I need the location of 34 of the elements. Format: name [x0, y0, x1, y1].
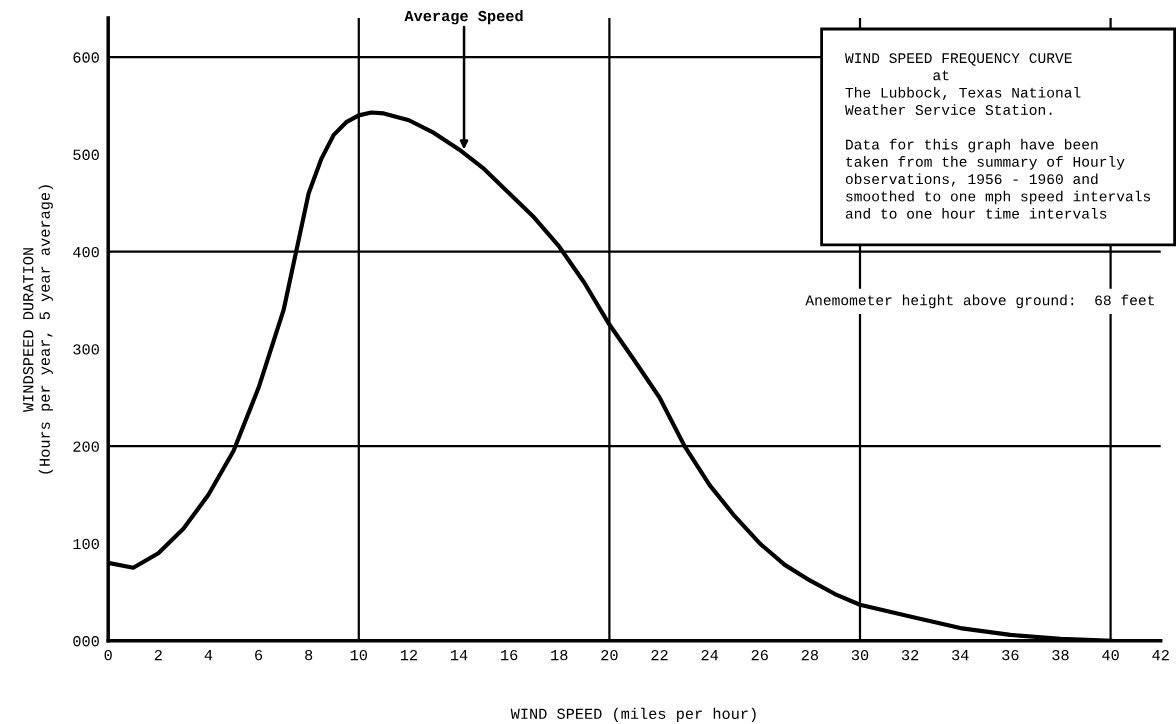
annotation: Anemometer height above ground: 68 feet	[805, 294, 1154, 309]
x-tick-label: 34	[952, 649, 969, 661]
annotation: Average Speed	[404, 10, 523, 25]
y-tick-label: 100	[73, 538, 99, 550]
x-tick-label: 36	[1002, 649, 1019, 661]
x-tick-label: 16	[501, 649, 518, 661]
x-tick-label: 14	[450, 650, 468, 661]
x-tick-label: 30	[851, 649, 869, 661]
x-tick-label: 4	[204, 650, 213, 661]
x-tick-label: 38	[1052, 649, 1069, 661]
x-tick-label: 10	[350, 649, 368, 661]
x-tick-label: 28	[801, 649, 819, 661]
text: WIND SPEED FREQUENCY CURVE at The Lubbock, Texas National Weather Service Station. Data for this graph have been taken from the summary of Hourly observations, 1956 - 1960 and smoothed to one mph speed intervals and to one hour time intervals	[844, 53, 1151, 219]
y-tick-label: 200	[73, 441, 99, 452]
x-tick-label: 8	[305, 649, 313, 661]
x-tick-label: 0	[104, 649, 112, 661]
x-axis-title: WIND SPEED (miles per hour)	[510, 707, 756, 722]
x-tick-label: 22	[651, 649, 668, 661]
y-tick-label: 300	[73, 344, 99, 355]
x-tick-label: 32	[901, 649, 919, 661]
x-tick-label: 20	[601, 649, 618, 661]
y-axis-title: WINDSPEED DURATION (Hours per year, 5 year average)	[23, 185, 53, 474]
y-tick-label: 500	[73, 149, 99, 160]
y-tick-label: 600	[73, 52, 99, 63]
x-tick-label: 2	[154, 649, 162, 661]
x-tick-label: 6	[255, 649, 263, 661]
x-tick-label: 18	[551, 649, 568, 661]
x-tick-label: 42	[1152, 649, 1169, 661]
y-tick-label: 400	[73, 246, 99, 258]
x-tick-label: 12	[400, 649, 417, 661]
y-tick-label: 000	[73, 636, 99, 647]
x-tick-label: 24	[701, 649, 719, 661]
x-tick-label: 26	[751, 649, 768, 661]
x-tick-label: 40	[1102, 649, 1119, 661]
